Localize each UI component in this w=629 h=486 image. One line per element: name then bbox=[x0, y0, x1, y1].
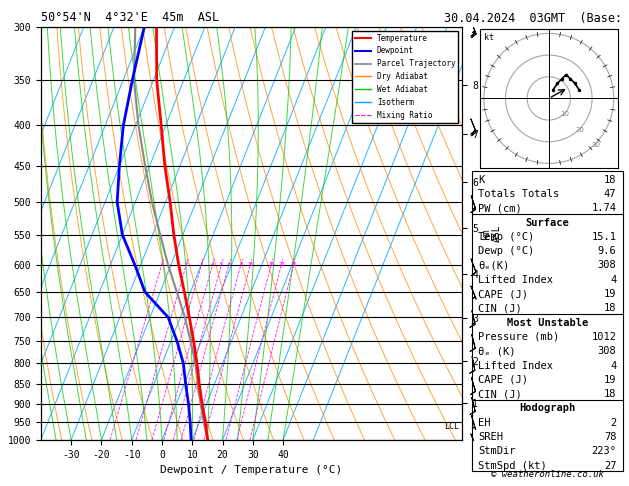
Text: 19: 19 bbox=[604, 289, 616, 299]
Text: Totals Totals: Totals Totals bbox=[478, 189, 559, 199]
Text: 4: 4 bbox=[610, 361, 616, 371]
Text: 27: 27 bbox=[604, 461, 616, 471]
Text: 1012: 1012 bbox=[591, 332, 616, 342]
Text: 9.6: 9.6 bbox=[598, 246, 616, 256]
Text: 1.74: 1.74 bbox=[591, 203, 616, 213]
Text: 308: 308 bbox=[598, 260, 616, 271]
Text: 26: 26 bbox=[291, 262, 297, 267]
Text: Dewp (°C): Dewp (°C) bbox=[478, 246, 534, 256]
Text: EH: EH bbox=[478, 418, 491, 428]
Text: 47: 47 bbox=[604, 189, 616, 199]
Text: CAPE (J): CAPE (J) bbox=[478, 289, 528, 299]
Text: 20: 20 bbox=[278, 262, 285, 267]
Text: 18: 18 bbox=[604, 303, 616, 313]
Text: Lifted Index: Lifted Index bbox=[478, 275, 553, 285]
Y-axis label: km
ASL: km ASL bbox=[481, 225, 503, 242]
Text: 308: 308 bbox=[598, 347, 616, 356]
Text: PW (cm): PW (cm) bbox=[478, 203, 522, 213]
Text: 6: 6 bbox=[227, 262, 231, 267]
Text: 30: 30 bbox=[591, 142, 600, 148]
Text: 19: 19 bbox=[604, 375, 616, 385]
Legend: Temperature, Dewpoint, Parcel Trajectory, Dry Adiabat, Wet Adiabat, Isotherm, Mi: Temperature, Dewpoint, Parcel Trajectory… bbox=[352, 31, 459, 122]
Text: 50°54'N  4°32'E  45m  ASL: 50°54'N 4°32'E 45m ASL bbox=[41, 11, 219, 24]
Text: Temp (°C): Temp (°C) bbox=[478, 232, 534, 242]
Text: 10: 10 bbox=[247, 262, 253, 267]
Text: 10: 10 bbox=[560, 111, 569, 117]
Text: 78: 78 bbox=[604, 432, 616, 442]
Text: Hodograph: Hodograph bbox=[519, 403, 576, 414]
Text: LCL: LCL bbox=[444, 422, 459, 431]
X-axis label: Dewpoint / Temperature (°C): Dewpoint / Temperature (°C) bbox=[160, 465, 343, 475]
Text: 8: 8 bbox=[239, 262, 243, 267]
Text: CIN (J): CIN (J) bbox=[478, 303, 522, 313]
Text: © weatheronline.co.uk: © weatheronline.co.uk bbox=[491, 469, 604, 479]
Text: 18: 18 bbox=[604, 389, 616, 399]
Text: StmSpd (kt): StmSpd (kt) bbox=[478, 461, 547, 471]
Text: SREH: SREH bbox=[478, 432, 503, 442]
Text: Lifted Index: Lifted Index bbox=[478, 361, 553, 371]
Text: 223°: 223° bbox=[591, 447, 616, 456]
Text: kt: kt bbox=[484, 34, 494, 42]
Text: θₑ (K): θₑ (K) bbox=[478, 347, 516, 356]
Text: 3: 3 bbox=[200, 262, 203, 267]
Text: StmDir: StmDir bbox=[478, 447, 516, 456]
Text: 1: 1 bbox=[160, 262, 164, 267]
Text: CIN (J): CIN (J) bbox=[478, 389, 522, 399]
Text: 30.04.2024  03GMT  (Base: 18): 30.04.2024 03GMT (Base: 18) bbox=[444, 12, 629, 25]
Text: 2: 2 bbox=[610, 418, 616, 428]
Text: 2: 2 bbox=[185, 262, 188, 267]
Text: 4: 4 bbox=[610, 275, 616, 285]
Text: 4: 4 bbox=[211, 262, 214, 267]
Text: Pressure (mb): Pressure (mb) bbox=[478, 332, 559, 342]
Text: Most Unstable: Most Unstable bbox=[506, 318, 588, 328]
Text: 20: 20 bbox=[576, 126, 584, 133]
Text: 15.1: 15.1 bbox=[591, 232, 616, 242]
Text: 5: 5 bbox=[220, 262, 223, 267]
Text: 18: 18 bbox=[604, 174, 616, 185]
Text: θₑ(K): θₑ(K) bbox=[478, 260, 509, 271]
Text: CAPE (J): CAPE (J) bbox=[478, 375, 528, 385]
Text: 16: 16 bbox=[268, 262, 274, 267]
Text: Surface: Surface bbox=[525, 218, 569, 227]
Text: K: K bbox=[478, 174, 484, 185]
Y-axis label: hPa: hPa bbox=[0, 223, 2, 243]
